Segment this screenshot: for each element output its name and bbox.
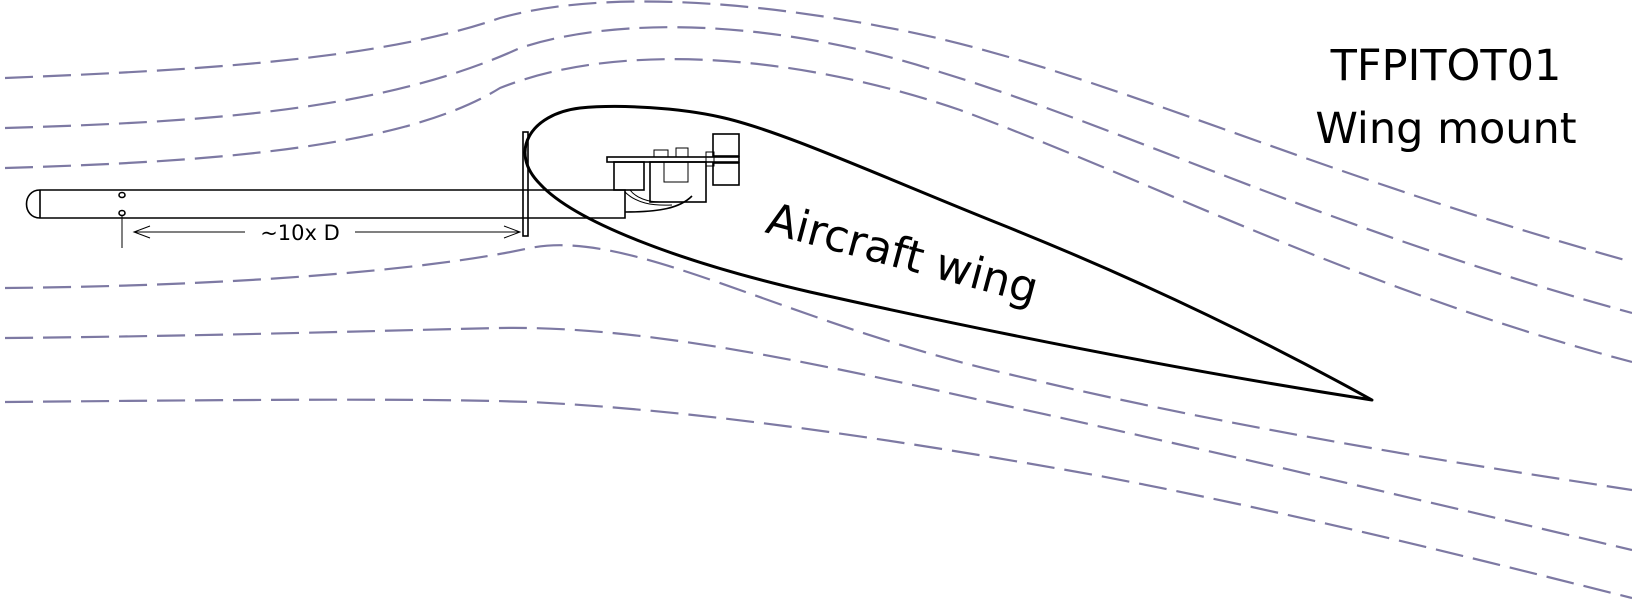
pitot-tube-body	[25, 189, 626, 219]
dimension-annotation: ~10x D	[121, 216, 522, 248]
streamlines	[4, 0, 1632, 600]
title-line-1: TFPITOT01	[1330, 41, 1562, 91]
component-top-1	[653, 149, 669, 158]
streamline-3	[4, 58, 1632, 364]
pressure-port-top	[118, 191, 126, 199]
streamline-6	[4, 398, 1632, 600]
sensor-module	[606, 133, 740, 206]
connector-right-bottom	[712, 162, 740, 186]
wing-label: Aircraft wing	[761, 193, 1043, 314]
streamline-4	[4, 244, 1632, 492]
dimension-label: ~10x D	[260, 221, 340, 245]
pitot-tube	[25, 189, 693, 219]
title-line-2: Wing mount	[1315, 104, 1576, 154]
arrowhead-right	[503, 225, 522, 239]
sensor-inner-block	[663, 161, 689, 183]
connector-right-pin	[705, 151, 715, 167]
arrowhead-left	[132, 225, 151, 239]
pitot-tube-bend	[624, 195, 693, 213]
wire-bundle	[624, 189, 673, 206]
title-block: TFPITOT01 Wing mount	[1315, 41, 1576, 154]
connector-left	[613, 161, 645, 191]
streamline-2	[4, 26, 1632, 315]
pressure-port-bottom	[118, 209, 126, 217]
streamline-1	[4, 0, 1632, 264]
wing-airfoil	[523, 104, 1374, 402]
connector-right-top	[712, 133, 740, 157]
streamline-5	[4, 326, 1632, 552]
component-top-2	[675, 147, 689, 158]
mounting-plate	[522, 131, 529, 237]
